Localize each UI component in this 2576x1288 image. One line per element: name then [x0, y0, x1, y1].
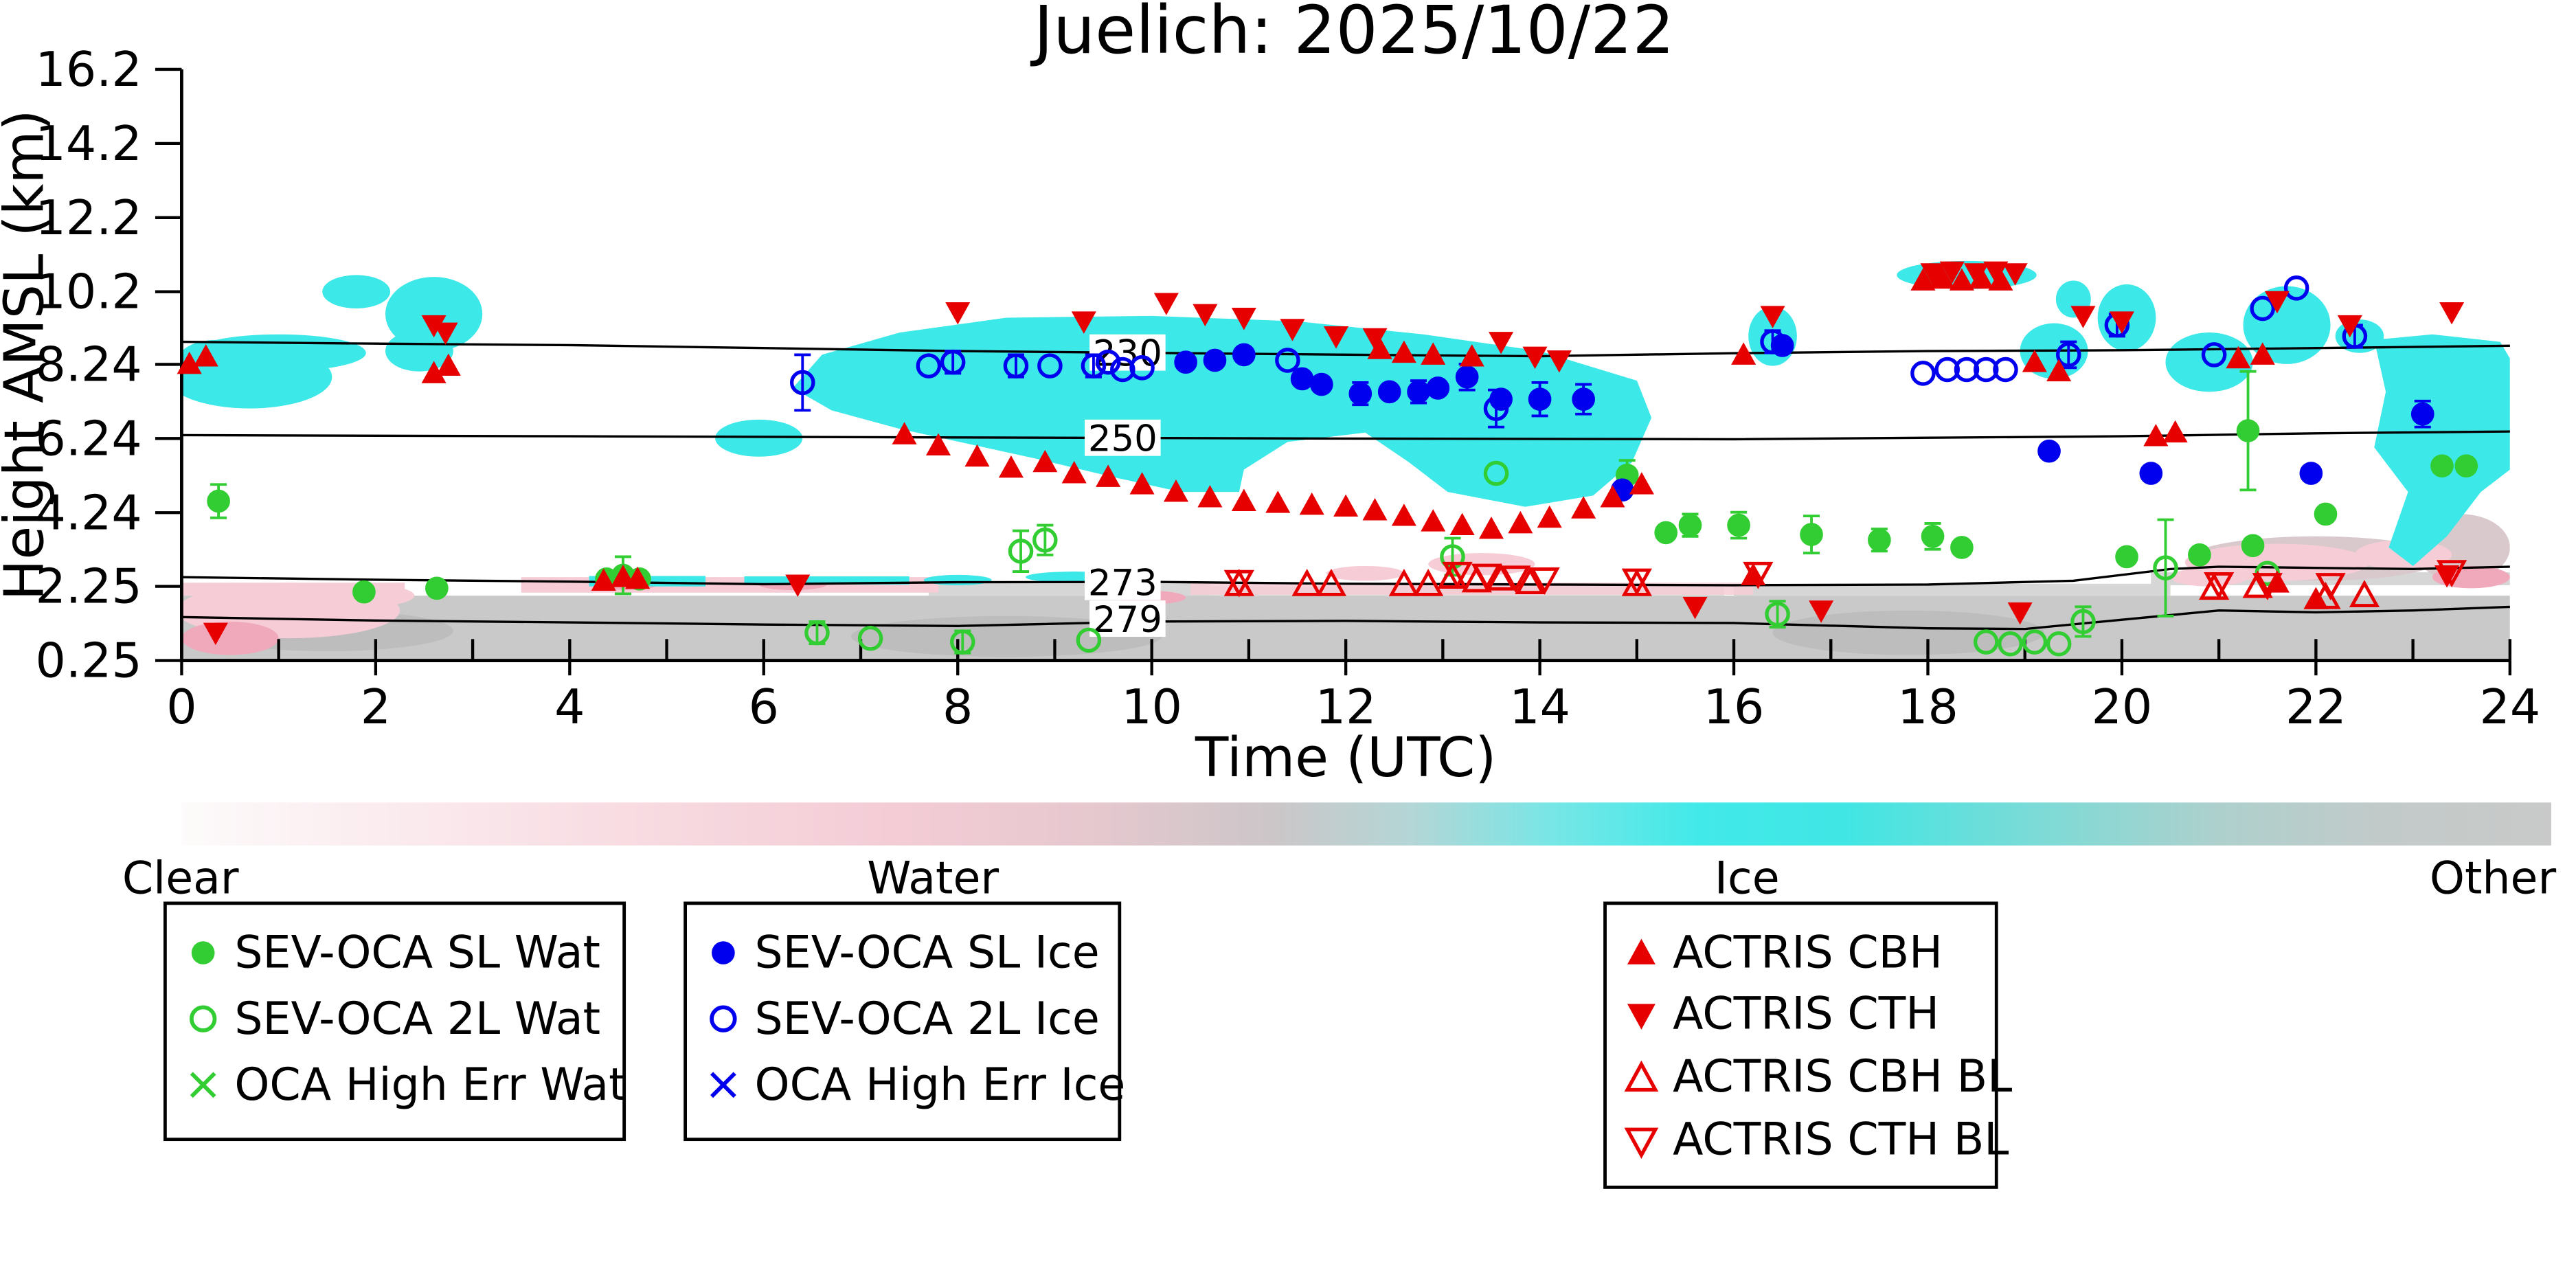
svg-text:16: 16 [1704, 679, 1765, 735]
svg-text:6: 6 [749, 679, 779, 735]
svg-text:24: 24 [2479, 679, 2540, 735]
svg-text:12: 12 [1315, 679, 1377, 735]
svg-text:8: 8 [942, 679, 973, 735]
svg-text:4: 4 [554, 679, 585, 735]
legend-item-label: ACTRIS CTH BL [1673, 1114, 2009, 1165]
x-axis-label: Time (UTC) [1195, 725, 1496, 789]
chart-title: Juelich: 2025/10/22 [1030, 0, 1675, 69]
svg-text:279: 279 [1093, 599, 1162, 641]
svg-text:10: 10 [1121, 679, 1182, 735]
legend-box [163, 901, 626, 1142]
svg-text:10.2: 10.2 [36, 264, 142, 320]
open-up-triangle-icon [1624, 1060, 1659, 1092]
svg-text:2.25: 2.25 [36, 559, 142, 615]
svg-text:20: 20 [2092, 679, 2153, 735]
legend-item-label: OCA High Err Wat [234, 1059, 626, 1111]
svg-text:16.2: 16.2 [36, 42, 142, 98]
svg-text:12.2: 12.2 [36, 190, 142, 246]
filled-circle-icon [712, 941, 735, 964]
svg-text:8.24: 8.24 [36, 337, 142, 392]
legend-item-label: SEV-OCA SL Wat [234, 927, 600, 979]
scatter-markers [177, 261, 2478, 657]
x-marker-icon [190, 1072, 216, 1098]
svg-text:273: 273 [1088, 562, 1157, 604]
svg-text:22: 22 [2285, 679, 2347, 735]
legend-item-label: ACTRIS CTH [1673, 988, 1939, 1040]
svg-text:0.25: 0.25 [36, 633, 142, 689]
classification-mask [181, 260, 2510, 661]
series-sev-oca-2l-wat [804, 460, 2281, 657]
colorbar: Clear Water Ice Other [122, 802, 2557, 904]
series-sev-oca-2l-ice [790, 275, 2368, 429]
filled-up-triangle-icon [1627, 938, 1656, 964]
svg-text:6.24: 6.24 [36, 411, 142, 466]
colorbar-label-water: Water [867, 852, 999, 904]
legend-water-retrievals: SEV-OCA SL Wat SEV-OCA 2L Wat OCA High E… [163, 901, 626, 1142]
legend-item-label: SEV-OCA 2L Ice [755, 993, 1100, 1045]
filled-down-triangle-icon [1627, 1004, 1656, 1030]
series-actris-cbh [177, 266, 2329, 609]
svg-text:0: 0 [166, 679, 196, 735]
legend-box [1603, 901, 1998, 1189]
colorbar-label-ice: Ice [1715, 852, 1780, 904]
legend-item-label: OCA High Err Ice [755, 1059, 1126, 1111]
colorbar-label-clear: Clear [122, 852, 239, 904]
series-sev-oca-sl-wat [207, 370, 2478, 604]
svg-text:18: 18 [1897, 679, 1958, 735]
x-marker-icon [710, 1072, 736, 1098]
series-actris-cth-bl [1223, 560, 2467, 600]
svg-text:4.24: 4.24 [36, 485, 142, 541]
svg-text:250: 250 [1088, 418, 1157, 460]
legend-box [683, 901, 1122, 1142]
filled-circle-icon [191, 941, 215, 964]
legend-item-label: SEV-OCA 2L Wat [234, 993, 600, 1045]
open-down-triangle-icon [1624, 1127, 1659, 1159]
legend-ice-retrievals: SEV-OCA SL Ice SEV-OCA 2L Ice OCA High E… [683, 901, 1126, 1142]
svg-text:14.2: 14.2 [36, 116, 142, 172]
open-circle-icon [710, 1005, 737, 1032]
open-circle-icon [189, 1005, 217, 1032]
legend-actris: ACTRIS CBH ACTRIS CTH ACTRIS CBH BL ACTR… [1603, 901, 2012, 1189]
series-actris-cth [203, 261, 2465, 646]
y-axis-label: Height AMSL (km) [0, 109, 56, 600]
legend-item-label: ACTRIS CBH [1673, 927, 1943, 979]
svg-text:2: 2 [361, 679, 391, 735]
legend-item-label: SEV-OCA SL Ice [755, 927, 1100, 979]
legend-item-label: ACTRIS CBH BL [1673, 1051, 2012, 1103]
colorbar-gradient [181, 802, 2551, 846]
series-sev-oca-sl-ice [1174, 334, 2434, 502]
colorbar-label-other: Other [2430, 852, 2557, 904]
svg-text:14: 14 [1509, 679, 1570, 735]
